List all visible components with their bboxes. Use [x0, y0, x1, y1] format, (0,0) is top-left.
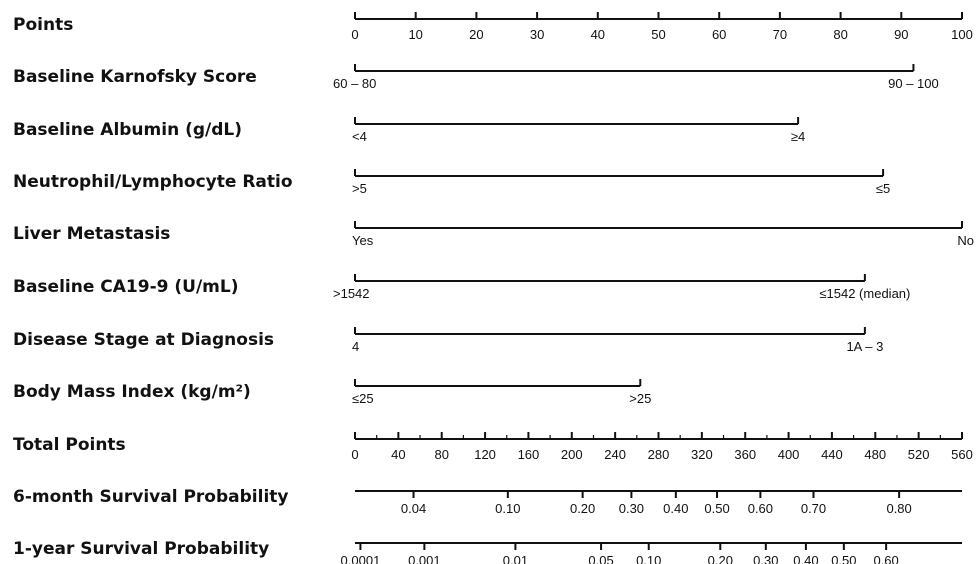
- tick-label-total-points: 440: [821, 447, 843, 462]
- tick-label-points: 30: [530, 27, 544, 42]
- tick-label-1-year-survival-probability: 0.01: [503, 553, 528, 564]
- level-label-neutrophil-lymphocyte-ratio: >5: [352, 181, 367, 196]
- tick-label-1-year-survival-probability: 0.001: [408, 553, 441, 564]
- tick-label-1-year-survival-probability: 0.20: [708, 553, 733, 564]
- tick-label-1-year-survival-probability: 0.30: [753, 553, 778, 564]
- tick-label-total-points: 480: [864, 447, 886, 462]
- tick-label-1-year-survival-probability: 0.0001: [341, 553, 381, 564]
- row-label-baseline-ca19-9-u-ml: Baseline CA19-9 (U/mL): [13, 277, 238, 297]
- row-label-points: Points: [13, 15, 73, 35]
- level-label-baseline-albumin-g-dl: <4: [352, 129, 367, 144]
- tick-label-6-month-survival-probability: 0.70: [801, 501, 826, 516]
- tick-label-6-month-survival-probability: 0.50: [704, 501, 729, 516]
- tick-label-total-points: 80: [434, 447, 448, 462]
- tick-label-1-year-survival-probability: 0.05: [588, 553, 613, 564]
- tick-label-total-points: 360: [734, 447, 756, 462]
- row-label-6-month-survival-probability: 6-month Survival Probability: [13, 487, 289, 507]
- row-label-total-points: Total Points: [13, 435, 126, 455]
- tick-label-total-points: 560: [951, 447, 973, 462]
- level-label-baseline-karnofsky-score: 60 – 80: [333, 76, 376, 91]
- tick-label-total-points: 120: [474, 447, 496, 462]
- tick-label-points: 20: [469, 27, 483, 42]
- row-label-body-mass-index-kg-m: Body Mass Index (kg/m²): [13, 382, 251, 402]
- tick-label-6-month-survival-probability: 0.40: [663, 501, 688, 516]
- tick-label-points: 10: [408, 27, 422, 42]
- tick-label-points: 60: [712, 27, 726, 42]
- tick-label-total-points: 280: [648, 447, 670, 462]
- level-label-neutrophil-lymphocyte-ratio: ≤5: [876, 181, 890, 196]
- tick-label-total-points: 160: [518, 447, 540, 462]
- row-label-1-year-survival-probability: 1-year Survival Probability: [13, 539, 269, 559]
- tick-label-points: 70: [773, 27, 787, 42]
- tick-label-1-year-survival-probability: 0.10: [636, 553, 661, 564]
- row-label-liver-metastasis: Liver Metastasis: [13, 224, 170, 244]
- tick-label-total-points: 240: [604, 447, 626, 462]
- tick-label-1-year-survival-probability: 0.50: [831, 553, 856, 564]
- level-label-liver-metastasis: Yes: [352, 233, 374, 248]
- tick-label-1-year-survival-probability: 0.60: [873, 553, 898, 564]
- level-label-baseline-karnofsky-score: 90 – 100: [888, 76, 939, 91]
- level-label-disease-stage-at-diagnosis: 4: [352, 339, 359, 354]
- tick-label-total-points: 40: [391, 447, 405, 462]
- tick-label-6-month-survival-probability: 0.20: [570, 501, 595, 516]
- tick-label-points: 90: [894, 27, 908, 42]
- tick-label-points: 80: [833, 27, 847, 42]
- level-label-disease-stage-at-diagnosis: 1A – 3: [846, 339, 883, 354]
- level-label-liver-metastasis: No: [957, 233, 974, 248]
- tick-label-points: 50: [651, 27, 665, 42]
- level-label-baseline-ca19-9-u-ml: ≤1542 (median): [819, 286, 910, 301]
- tick-label-total-points: 320: [691, 447, 713, 462]
- level-label-baseline-albumin-g-dl: ≥4: [791, 129, 805, 144]
- tick-label-total-points: 400: [778, 447, 800, 462]
- tick-label-6-month-survival-probability: 0.30: [619, 501, 644, 516]
- row-label-neutrophil-lymphocyte-ratio: Neutrophil/Lymphocyte Ratio: [13, 172, 293, 192]
- tick-label-points: 100: [951, 27, 973, 42]
- row-label-disease-stage-at-diagnosis: Disease Stage at Diagnosis: [13, 330, 274, 350]
- tick-label-6-month-survival-probability: 0.80: [886, 501, 911, 516]
- level-label-baseline-ca19-9-u-ml: >1542: [333, 286, 370, 301]
- tick-label-6-month-survival-probability: 0.04: [401, 501, 426, 516]
- row-label-baseline-albumin-g-dl: Baseline Albumin (g/dL): [13, 120, 242, 140]
- tick-label-total-points: 200: [561, 447, 583, 462]
- row-label-baseline-karnofsky-score: Baseline Karnofsky Score: [13, 67, 257, 87]
- tick-label-6-month-survival-probability: 0.10: [495, 501, 520, 516]
- tick-label-total-points: 0: [351, 447, 358, 462]
- tick-label-1-year-survival-probability: 0.40: [793, 553, 818, 564]
- tick-label-6-month-survival-probability: 0.60: [748, 501, 773, 516]
- level-label-body-mass-index-kg-m: ≤25: [352, 391, 374, 406]
- tick-label-total-points: 520: [908, 447, 930, 462]
- level-label-body-mass-index-kg-m: >25: [629, 391, 651, 406]
- tick-label-points: 0: [351, 27, 358, 42]
- tick-label-points: 40: [591, 27, 605, 42]
